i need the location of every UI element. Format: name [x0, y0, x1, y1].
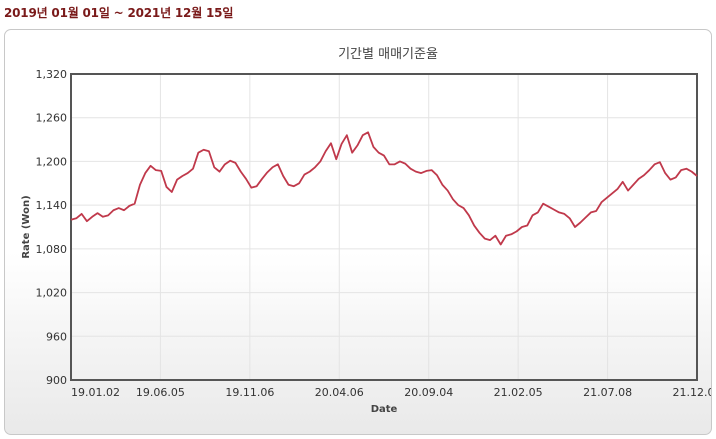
- y-tick-label: 1,260: [36, 112, 68, 125]
- x-tick-label: 21.12.09: [673, 386, 711, 399]
- plot-area-frame: [70, 73, 698, 381]
- line-chart: 기간별 매매기준율 900 960 1,020 1,080 1,140 1,200 1,26…: [21, 47, 711, 415]
- y-tick-label: 1,200: [36, 155, 68, 168]
- date-range-title: 2019년 01월 01일 ~ 2021년 12월 15일: [4, 6, 234, 20]
- x-axis-ticks: 19.01.02 19.06.05 19.11.06 20.04.06 20.09.04…: [71, 386, 711, 399]
- x-tick-label: 21.02.05: [494, 386, 543, 399]
- x-tick-label: 19.11.06: [225, 386, 274, 399]
- x-tick-label: 20.04.06: [315, 386, 364, 399]
- chart-title: 기간별 매매기준율: [338, 47, 438, 62]
- y-tick-label: 1,140: [36, 199, 68, 212]
- chart-panel: 기간별 매매기준율 900 960 1,020 1,080 1,140 1,200 1,26…: [4, 29, 712, 435]
- y-tick-label: 1,320: [36, 68, 68, 81]
- y-axis-label: Rate (Won): [21, 195, 32, 258]
- y-tick-label: 1,020: [36, 287, 68, 300]
- x-axis-label: Date: [371, 404, 398, 415]
- x-tick-label: 19.01.02: [71, 386, 120, 399]
- y-axis-ticks: 900 960 1,020 1,080 1,140 1,200 1,260 1,320: [36, 68, 68, 387]
- y-tick-label: 900: [46, 374, 67, 387]
- grid-lines: [71, 74, 697, 380]
- y-tick-label: 1,080: [36, 243, 68, 256]
- y-tick-label: 960: [46, 330, 67, 343]
- x-tick-label: 19.06.05: [136, 386, 185, 399]
- x-tick-label: 21.07.08: [583, 386, 632, 399]
- series-line: [70, 131, 698, 246]
- x-tick-label: 20.09.04: [404, 386, 453, 399]
